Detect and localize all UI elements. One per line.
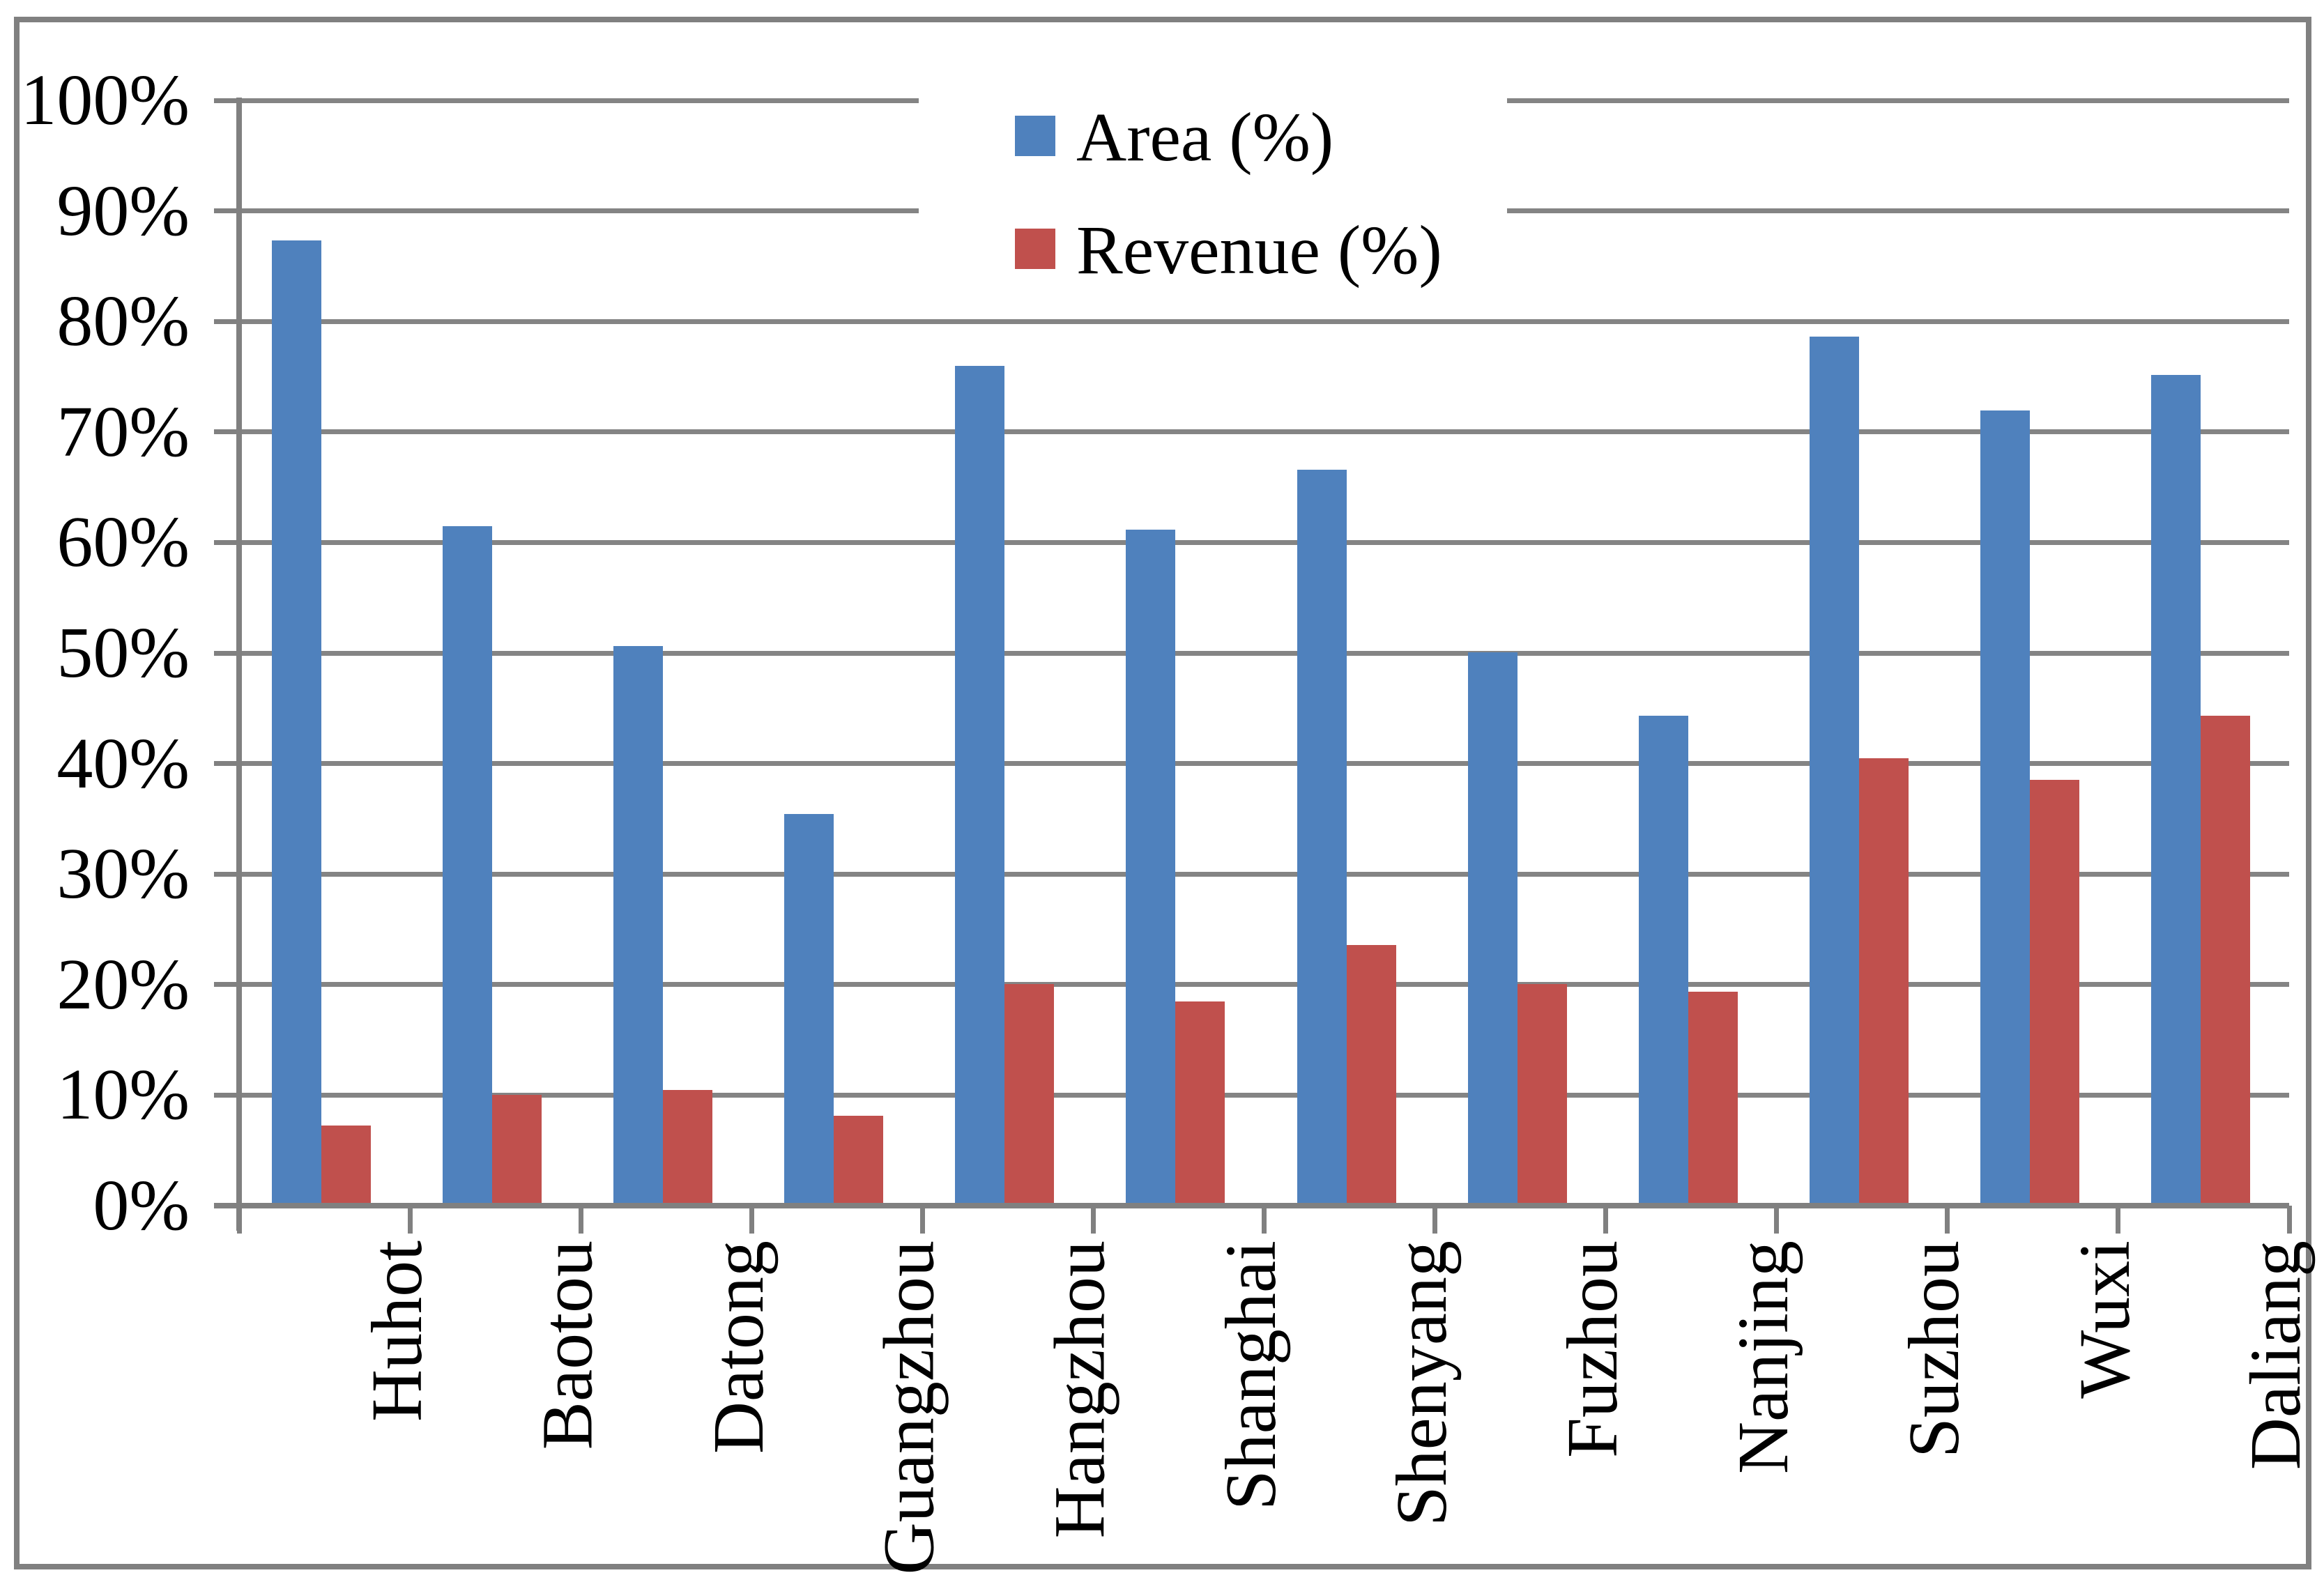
x-axis-tick-7	[1432, 1206, 1438, 1234]
y-axis-label-70pct: 70%	[56, 391, 190, 472]
y-axis-tick-60	[214, 539, 239, 545]
bar-area-hangzhou	[955, 366, 1005, 1203]
gridline-20	[239, 982, 2289, 988]
x-axis-tick-6	[1262, 1206, 1267, 1234]
x-axis-tick-11	[2116, 1206, 2121, 1234]
y-axis-label-90pct: 90%	[56, 170, 190, 251]
bar-area-shanghai	[1126, 530, 1176, 1203]
y-axis-label-20pct: 20%	[56, 944, 190, 1024]
x-axis-label-datong: Datong	[698, 1241, 779, 1454]
y-axis-label-100pct: 100%	[20, 60, 190, 140]
gridline-70	[239, 429, 2289, 435]
bar-revenue-huhot	[321, 1125, 371, 1203]
bar-area-daliang	[2150, 375, 2201, 1203]
x-axis-tick-4	[919, 1206, 925, 1234]
x-axis-tick-10	[1945, 1206, 1950, 1234]
bar-area-baotou	[443, 526, 493, 1203]
bar-revenue-fuzhou	[1517, 983, 1567, 1203]
bar-revenue-baotou	[492, 1094, 542, 1203]
y-axis-line	[236, 98, 242, 1231]
bar-revenue-suzhou	[1858, 758, 1909, 1203]
bar-area-fuzhou	[1467, 652, 1518, 1203]
legend-label-revenue: Revenue (%)	[1076, 211, 1442, 289]
x-axis-tick-8	[1603, 1206, 1609, 1234]
bar-area-nanjing	[1638, 715, 1688, 1203]
x-axis-label-shanghai: Shanghai	[1210, 1241, 1291, 1511]
legend: Area (%) Revenue (%)	[919, 72, 1507, 303]
y-axis-tick-50	[214, 650, 239, 656]
y-axis-tick-40	[214, 761, 239, 767]
x-axis-label-hangzhou: Hangzhou	[1039, 1241, 1120, 1539]
x-axis-label-guangzhou: Guangzhou	[869, 1241, 949, 1575]
bar-area-wuxi	[1980, 410, 2030, 1203]
x-axis-line	[214, 1203, 2289, 1208]
bar-revenue-nanjing	[1688, 992, 1738, 1203]
legend-swatch-area-icon	[1015, 116, 1055, 156]
x-axis-tick-1	[407, 1206, 413, 1234]
chart-outer-border	[14, 17, 2311, 1569]
bar-area-datong	[613, 645, 664, 1203]
y-axis-tick-20	[214, 982, 239, 988]
x-axis-label-daliang: Daliang	[2235, 1241, 2316, 1470]
y-axis-tick-30	[214, 871, 239, 877]
x-axis-tick-12	[2286, 1206, 2292, 1234]
x-axis-label-wuxi: Wuxi	[2065, 1241, 2146, 1399]
gridline-10	[239, 1092, 2289, 1098]
x-axis-tick-5	[1090, 1206, 1096, 1234]
bar-revenue-hangzhou	[1004, 983, 1055, 1203]
gridline-80	[239, 318, 2289, 324]
x-axis-tick-3	[749, 1206, 754, 1234]
x-axis-tick-9	[1774, 1206, 1780, 1234]
x-axis-label-fuzhou: Fuzhou	[1552, 1241, 1633, 1458]
gridline-50	[239, 650, 2289, 656]
bar-revenue-datong	[663, 1090, 713, 1203]
bar-revenue-shanghai	[1175, 1001, 1225, 1203]
gridline-60	[239, 539, 2289, 545]
y-axis-tick-70	[214, 429, 239, 435]
bar-revenue-guangzhou	[834, 1115, 884, 1203]
gridline-30	[239, 871, 2289, 877]
y-axis-label-40pct: 40%	[56, 723, 190, 804]
legend-swatch-revenue-icon	[1015, 229, 1055, 269]
bar-area-suzhou	[1809, 336, 1859, 1203]
bar-area-shenyang	[1297, 470, 1347, 1203]
bar-area-huhot	[272, 240, 321, 1203]
y-axis-tick-100	[214, 98, 239, 103]
x-axis-label-shenyang: Shenyang	[1382, 1241, 1462, 1527]
x-axis-tick-2	[578, 1206, 583, 1234]
x-axis-label-suzhou: Suzhou	[1894, 1241, 1975, 1458]
y-axis-tick-10	[214, 1092, 239, 1098]
bar-revenue-shenyang	[1346, 945, 1396, 1203]
y-axis-label-80pct: 80%	[56, 281, 190, 362]
bar-area-guangzhou	[784, 813, 834, 1203]
bar-revenue-wuxi	[2029, 779, 2079, 1203]
bar-revenue-daliang	[2200, 715, 2250, 1203]
x-axis-label-nanjing: Nanjing	[1723, 1241, 1804, 1475]
y-axis-label-10pct: 10%	[56, 1054, 190, 1135]
x-axis-label-huhot: Huhot	[356, 1241, 437, 1422]
y-axis-tick-90	[214, 208, 239, 214]
y-axis-tick-80	[214, 318, 239, 324]
legend-label-area: Area (%)	[1076, 98, 1334, 176]
x-axis-label-baotou: Baotou	[527, 1241, 608, 1450]
y-axis-label-60pct: 60%	[56, 502, 190, 583]
y-axis-label-30pct: 30%	[56, 834, 190, 914]
y-axis-label-0pct: 0%	[93, 1165, 190, 1245]
y-axis-label-50pct: 50%	[56, 613, 190, 693]
gridline-40	[239, 761, 2289, 767]
